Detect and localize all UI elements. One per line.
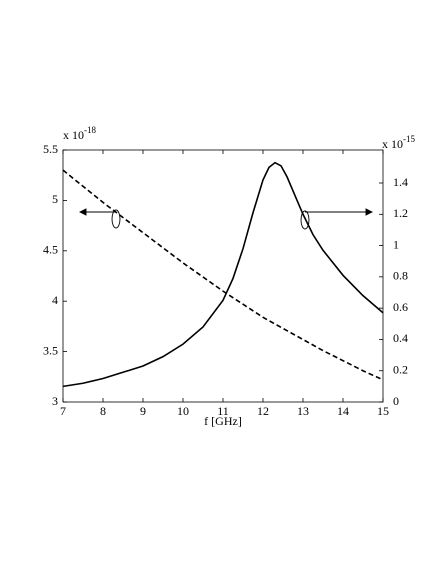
y2-tick-label: 1.2 (393, 206, 408, 220)
x-tick-label: 10 (177, 404, 189, 418)
x-axis-label: f [GHz] (204, 414, 242, 428)
y2-tick-label: 0.2 (393, 362, 408, 376)
y2-tick-label: 0.6 (393, 300, 408, 314)
x-tick-label: 8 (100, 404, 106, 418)
y-exponent-base: x 10 (63, 128, 84, 142)
x-tick-label: 15 (377, 404, 389, 418)
y-tick-label: 4 (52, 293, 58, 307)
series-line (62, 169, 384, 381)
y-exponent: x 10-18 (63, 125, 96, 142)
plot-frame (62, 149, 384, 403)
annotation-ellipse (111, 209, 121, 229)
x-tick-label: 7 (60, 404, 66, 418)
arrow-head (365, 208, 374, 216)
y-tick-label: 3.5 (43, 343, 58, 357)
y2-exponent-power: -15 (403, 134, 415, 144)
x-tick-label: 9 (140, 404, 146, 418)
arrow-head (78, 208, 87, 216)
series-line (62, 161, 384, 388)
y-tick-label: 5 (52, 192, 58, 206)
y2-exponent-base: x 10 (382, 137, 403, 151)
y-tick-label: 4.5 (43, 243, 58, 257)
y2-tick-label: 1 (393, 237, 399, 251)
annotation-ellipse (300, 210, 310, 230)
x-tick-label: 11 (217, 404, 229, 418)
x-tick-label: 12 (257, 404, 269, 418)
annotations (78, 208, 374, 230)
y-tick-label: 5.5 (43, 142, 58, 156)
x-tick-label: 14 (337, 404, 349, 418)
x-tick-label: 13 (297, 404, 309, 418)
y2-tick-label: 1.4 (393, 175, 408, 189)
y-tick-label: 3 (52, 394, 58, 408)
y2-tick-label: 0.8 (393, 269, 408, 283)
y-exponent-power: -18 (84, 125, 96, 135)
y2-exponent: x 10-15 (382, 134, 415, 151)
y2-tick-label: 0.4 (393, 331, 408, 345)
y2-tick-label: 0 (393, 394, 399, 408)
